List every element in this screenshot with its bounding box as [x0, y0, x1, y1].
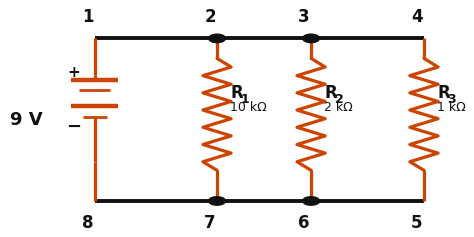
Circle shape — [209, 34, 226, 43]
Text: −: − — [66, 118, 81, 136]
Text: 6: 6 — [298, 214, 310, 232]
Text: +: + — [67, 65, 80, 80]
Text: 2: 2 — [204, 8, 216, 26]
Text: R: R — [437, 84, 450, 102]
Circle shape — [302, 197, 319, 205]
Circle shape — [209, 197, 226, 205]
Text: R: R — [230, 84, 243, 102]
Text: 5: 5 — [411, 214, 423, 232]
Text: 10 kΩ: 10 kΩ — [230, 101, 267, 114]
Text: 3: 3 — [298, 8, 310, 26]
Text: 7: 7 — [204, 214, 216, 232]
Text: 8: 8 — [82, 214, 93, 232]
Text: 1: 1 — [240, 93, 249, 105]
Text: 4: 4 — [411, 8, 423, 26]
Text: 9 V: 9 V — [10, 111, 43, 129]
Text: R: R — [324, 84, 337, 102]
Text: 2: 2 — [335, 93, 343, 105]
Text: 3: 3 — [447, 93, 456, 105]
Circle shape — [302, 34, 319, 43]
Text: 1: 1 — [82, 8, 93, 26]
Text: 1 kΩ: 1 kΩ — [437, 101, 466, 114]
Text: 2 kΩ: 2 kΩ — [324, 101, 353, 114]
